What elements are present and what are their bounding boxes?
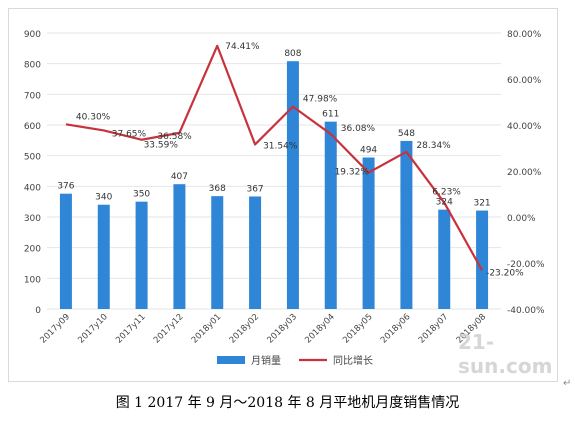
left-tick-label: 200 [24,245,41,255]
line-data-label: 6.23% [432,188,461,198]
category-label: 2017y09 [38,312,72,346]
watermark: 21-sun.com [458,330,553,378]
bar [286,61,299,309]
category-label: 2017y12 [152,312,186,346]
chart-svg: 0 100 200 300 400 500 600 700 800 900 -40.00% -20.0… [24,30,545,367]
line-data-label: 33.59% [144,141,179,151]
line-data-label: 47.98% [303,95,338,105]
legend-label-line: 同比增长 [333,354,373,367]
right-tick-label: 20.00% [507,168,542,178]
chart-frame: 0 100 200 300 400 500 600 700 800 900 -40.00% -20.0… [8,8,558,382]
bar-data-label: 611 [322,110,339,120]
category-label: 2018y01 [190,312,224,346]
left-tick-label: 800 [24,61,41,71]
legend-swatch-bar [217,356,245,364]
category-label: 2018y06 [379,312,413,346]
bar-data-label: 808 [284,49,301,59]
right-tick-label: 60.00% [507,76,542,86]
category-label: 2018y03 [265,312,299,346]
bar-data-label: 367 [246,184,263,194]
bar-data-label: 376 [57,182,74,192]
category-label: 2017y10 [76,312,110,346]
line-data-label: 37.65% [112,129,147,139]
left-tick-label: 500 [24,153,41,163]
bar-data-label: 321 [473,199,490,209]
right-tick-label: -40.00% [507,306,545,316]
category-label: 2018y04 [303,312,337,346]
line-data-label: 36.58% [157,132,192,142]
bar-data-label: 340 [95,193,112,203]
growth-line [65,44,484,271]
bar-data-label: 494 [360,146,377,156]
category-label: 2018y02 [228,312,262,346]
legend-label-bar: 月销量 [251,354,281,367]
bar [97,204,110,309]
bar-data-label: 350 [133,190,150,200]
left-tick-label: 400 [24,183,41,193]
right-tick-label: 40.00% [507,122,542,132]
left-tick-label: 900 [24,30,41,40]
bar [324,121,337,309]
bar [211,196,224,309]
bar-data-label: 368 [209,184,226,194]
line-data-label: 40.30% [76,112,111,122]
left-tick-label: 0 [35,306,41,316]
bar [476,210,489,309]
category-label: 2018y05 [341,312,375,346]
bar [59,193,72,309]
left-tick-label: 300 [24,214,41,224]
bar [173,184,186,309]
line-data-label: -23.20% [486,268,524,278]
right-tick-label: 0.00% [507,214,536,224]
line-data-label: 31.54% [263,141,298,151]
line-data-label: 28.34% [416,141,451,151]
bar [362,157,375,309]
right-tick-label: 80.00% [507,30,542,40]
line-data-label: 19.32% [335,168,370,178]
bar-data-label: 324 [436,198,453,208]
bar-data-label: 548 [398,129,415,139]
left-tick-label: 100 [24,275,41,285]
left-tick-label: 600 [24,122,41,132]
bar [438,209,451,309]
line-data-label: 74.41% [225,42,260,52]
left-tick-label: 700 [24,91,41,101]
category-label: 2017y11 [114,312,148,346]
right-tick-label: -20.00% [507,260,545,270]
bar [135,201,148,309]
return-mark: ↵ [563,378,572,389]
line-data-label: 36.08% [341,124,376,134]
bar [400,140,413,309]
figure-caption: 图 1 2017 年 9 月～2018 年 8 月平地机月度销售情况 [115,395,460,411]
bar-data-label: 407 [171,172,188,182]
bar [249,196,262,309]
category-label: 2018y07 [417,312,451,346]
